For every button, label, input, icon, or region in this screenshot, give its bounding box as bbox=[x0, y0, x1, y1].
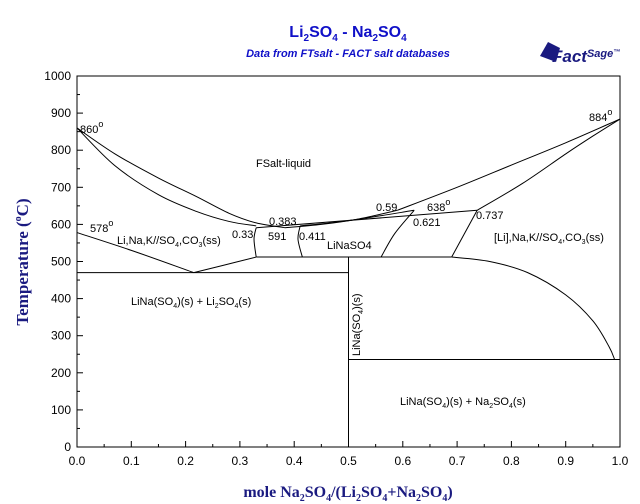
x-tick-label: 0.0 bbox=[69, 454, 86, 468]
label-vertical-linaso4: LiNa(SO4)(s) bbox=[351, 293, 365, 356]
label-right-low: LiNa(SO4)(s) + Na2SO4(s) bbox=[400, 396, 526, 410]
label-left-low: LiNa(SO4)(s) + Li2SO4(s) bbox=[131, 296, 251, 310]
label-na-ss: [Li],Na,K//SO4,CO3(ss) bbox=[494, 232, 604, 246]
x-tick-label: 0.3 bbox=[232, 454, 249, 468]
comp-0.737: 0.737 bbox=[476, 210, 504, 222]
phase-boundaries bbox=[76, 76, 621, 447]
y-tick-label: 700 bbox=[51, 180, 71, 194]
factsage-logo: FactSage™ bbox=[540, 42, 620, 66]
y-tick-label: 900 bbox=[51, 106, 71, 120]
label-li-ss: Li,Na,K//SO4,CO3(ss) bbox=[117, 235, 221, 249]
phase-boundary-15 bbox=[380, 209, 415, 258]
phase-boundary-4 bbox=[397, 118, 621, 211]
comp-0.59: 0.59 bbox=[376, 202, 397, 214]
x-tick-label: 0.5 bbox=[340, 454, 357, 468]
x-tick-label: 1.0 bbox=[612, 454, 629, 468]
temp-638: 638o bbox=[427, 197, 450, 214]
axis-tick-labels: 0.0 0.1 0.2 0.3 0.4 0.5 0.6 0.7 0.8 0.9 1.0 0 100 200… bbox=[44, 69, 628, 468]
chart-subtitle: Data from FTsalt - FACT salt databases bbox=[246, 48, 450, 60]
y-tick-label: 200 bbox=[51, 366, 71, 380]
temp-578: 578o bbox=[90, 218, 113, 235]
x-tick-label: 0.7 bbox=[449, 454, 466, 468]
logo-mark-icon bbox=[540, 42, 560, 62]
comp-0.33: 0.33 bbox=[232, 229, 253, 241]
y-tick-label: 300 bbox=[51, 329, 71, 343]
y-tick-label: 100 bbox=[51, 403, 71, 417]
phase-boundary-9 bbox=[256, 209, 478, 229]
phase-boundary-11 bbox=[297, 225, 303, 258]
label-linaso4: LiNaSO4 bbox=[327, 240, 372, 252]
x-tick-label: 0.4 bbox=[286, 454, 303, 468]
svg-text:FactSage™: FactSage™ bbox=[552, 47, 620, 66]
comp-0.411: 0.411 bbox=[299, 231, 326, 243]
phase-boundary-1 bbox=[76, 127, 257, 227]
temp-884: 884o bbox=[589, 107, 612, 124]
y-tick-label: 500 bbox=[51, 255, 71, 269]
y-tick-label: 400 bbox=[51, 292, 71, 306]
y-tick-label: 800 bbox=[51, 143, 71, 157]
y-tick-label: 1000 bbox=[44, 69, 71, 83]
temp-860: 860o bbox=[80, 119, 103, 136]
y-tick-label: 0 bbox=[64, 440, 71, 454]
y-tick-label: 600 bbox=[51, 217, 71, 231]
label-liquid: FSalt-liquid bbox=[256, 158, 311, 170]
phase-boundary-7 bbox=[193, 256, 257, 274]
phase-boundary-17 bbox=[451, 256, 616, 360]
x-tick-label: 0.1 bbox=[123, 454, 140, 468]
phase-boundary-5 bbox=[476, 118, 621, 211]
comp-0.621: 0.621 bbox=[413, 217, 441, 229]
x-tick-label: 0.9 bbox=[557, 454, 574, 468]
x-axis-label: mole Na2SO4/(Li2SO4+Na2SO4) bbox=[243, 484, 452, 504]
x-tick-label: 0.6 bbox=[394, 454, 411, 468]
phase-boundary-0 bbox=[76, 127, 286, 229]
temp-591: 591 bbox=[268, 231, 286, 243]
x-tick-label: 0.2 bbox=[177, 454, 194, 468]
chart-title: Li2SO4 - Na2SO4 bbox=[289, 24, 407, 44]
comp-0.383: 0.383 bbox=[269, 216, 297, 228]
y-axis-label: Temperature (oC) bbox=[13, 198, 32, 325]
x-tick-label: 0.8 bbox=[503, 454, 520, 468]
phase-boundary-16 bbox=[451, 210, 478, 258]
phase-boundary-10 bbox=[253, 227, 257, 258]
